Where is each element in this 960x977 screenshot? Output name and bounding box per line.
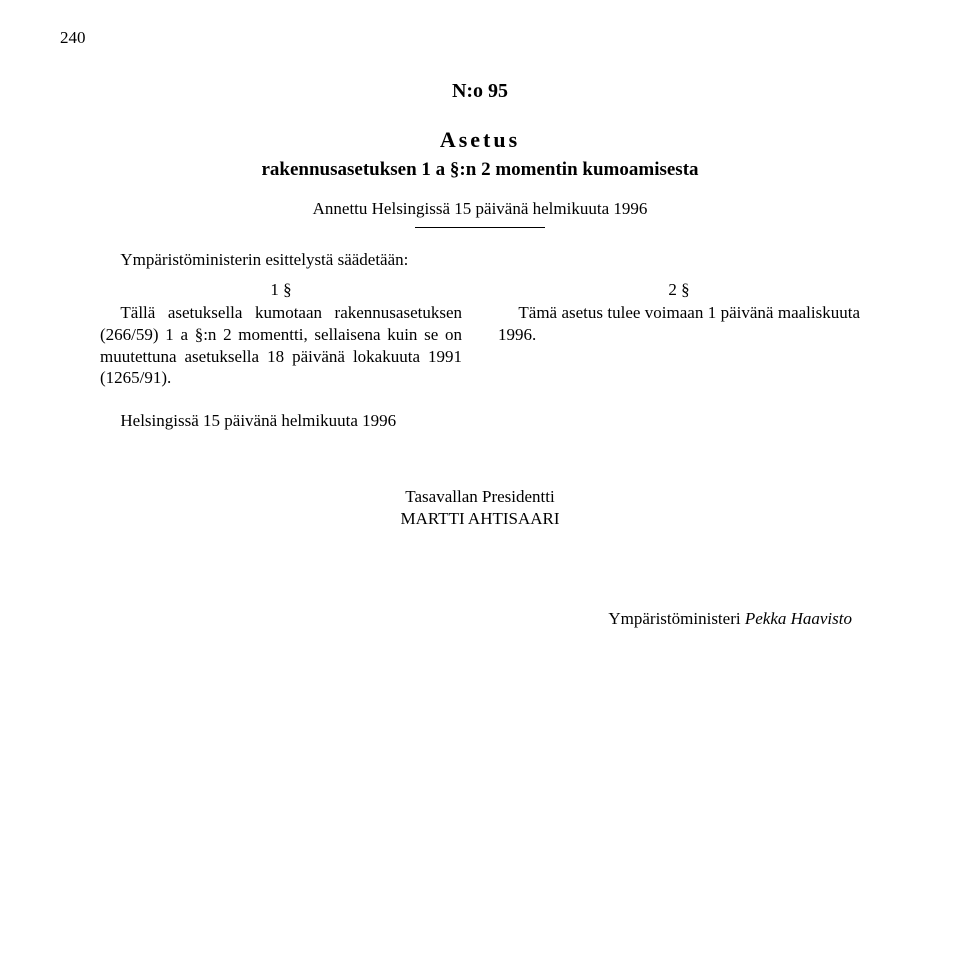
section-2-heading: 2 § — [498, 280, 860, 300]
signed-place: Helsingissä 15 päivänä helmikuuta 1996 — [100, 411, 860, 431]
page-number: 240 — [60, 28, 86, 48]
minister-block: Ympäristöministeri Pekka Haavisto — [100, 609, 860, 629]
page: 240 N:o 95 Asetus rakennusasetuksen 1 a … — [0, 0, 960, 977]
section-2-text: Tämä asetus tulee voimaan 1 päivänä maal… — [498, 302, 860, 346]
document-type: Asetus — [100, 127, 860, 153]
document-number: N:o 95 — [100, 80, 860, 103]
president-name: MARTTI AHTISAARI — [100, 509, 860, 529]
issued-line: Annettu Helsingissä 15 päivänä helmikuut… — [100, 199, 860, 219]
intro-text: Ympäristöministerin esittelystä säädetää… — [100, 250, 860, 270]
left-column: 1 § Tällä asetuksella kumotaan rakennusa… — [100, 280, 462, 389]
president-title: Tasavallan Presidentti — [100, 487, 860, 507]
right-column: 2 § Tämä asetus tulee voimaan 1 päivänä … — [498, 280, 860, 389]
minister-title: Ympäristöministeri — [608, 609, 744, 628]
separator-rule — [415, 227, 545, 228]
section-1-text: Tällä asetuksella kumotaan rakennusasetu… — [100, 302, 462, 389]
minister-name: Pekka Haavisto — [745, 609, 852, 628]
section-1-heading: 1 § — [100, 280, 462, 300]
president-block: Tasavallan Presidentti MARTTI AHTISAARI — [100, 487, 860, 529]
columns: 1 § Tällä asetuksella kumotaan rakennusa… — [100, 280, 860, 389]
document-title: rakennusasetuksen 1 a §:n 2 momentin kum… — [100, 159, 860, 181]
